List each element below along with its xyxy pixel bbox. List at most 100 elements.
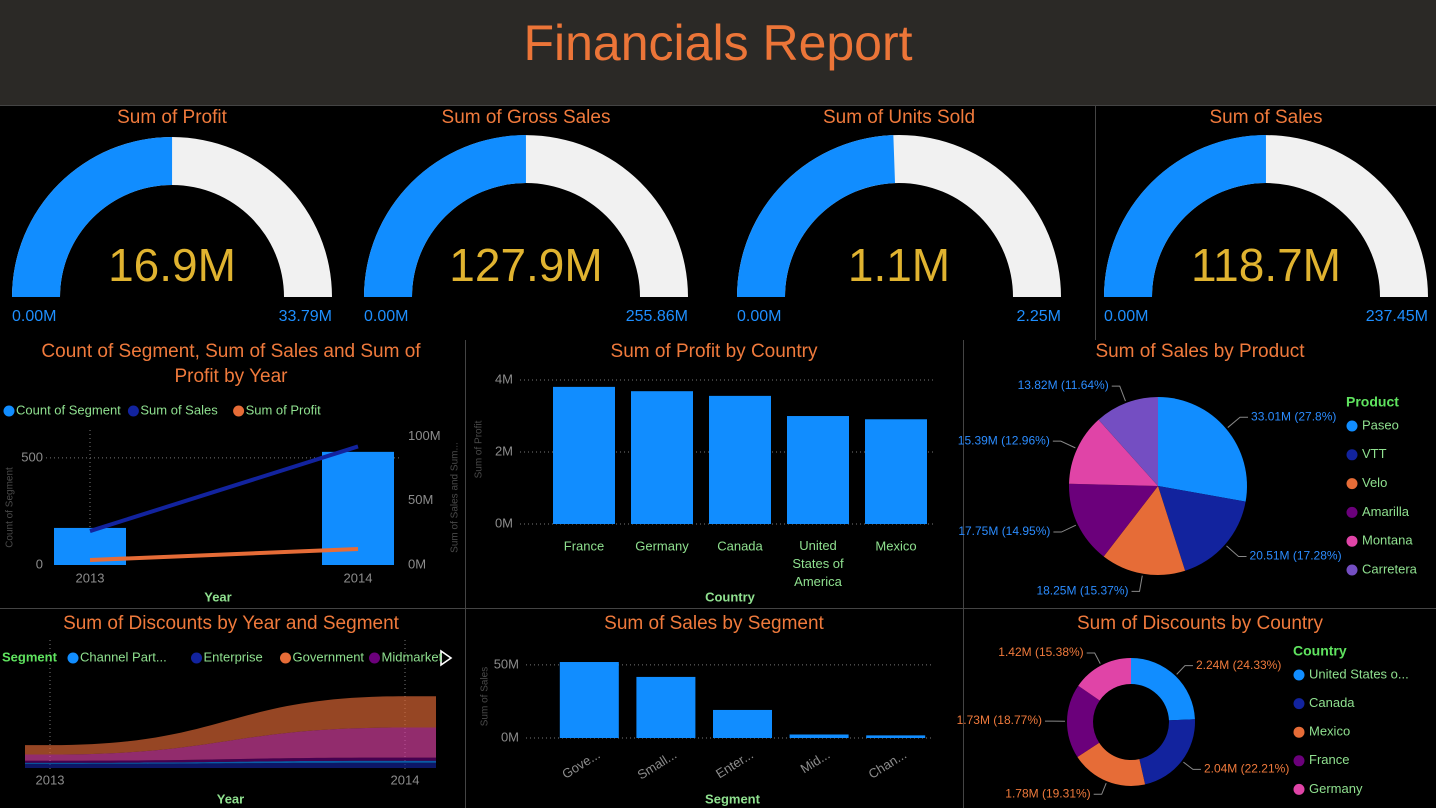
- legend-next-button[interactable]: [440, 649, 453, 667]
- gauge-fill: [12, 136, 173, 297]
- legend-marker: [1346, 478, 1358, 490]
- legend-label: United States o...: [1309, 666, 1409, 681]
- line: [89, 444, 359, 533]
- area: [25, 727, 436, 761]
- legend-marker: [1293, 669, 1305, 681]
- data-label: 17.75M (14.95%): [958, 524, 1050, 538]
- x-tick-label: Small...: [635, 747, 680, 783]
- chart-title: Sum of Sales by Product: [1095, 341, 1305, 362]
- gauge-fill: [737, 135, 896, 297]
- data-label: 13.82M (11.64%): [1018, 378, 1109, 392]
- y2-tick-label: 100M: [408, 428, 441, 443]
- legend-marker: [191, 652, 202, 664]
- chart-title: Sum of Profit: [117, 107, 228, 128]
- slice: [1069, 419, 1158, 486]
- legend-label: Count of Segment: [16, 402, 121, 417]
- bar: [559, 662, 619, 738]
- leader-line: [1053, 524, 1077, 533]
- leader-line: [1052, 440, 1076, 449]
- area: [25, 696, 436, 755]
- gauge-value: 127.9M: [449, 239, 602, 291]
- slice: [1098, 397, 1158, 486]
- legend-marker: [1293, 726, 1305, 738]
- legend-label: Germany: [1309, 781, 1363, 796]
- legend-label: VTT: [1362, 446, 1387, 461]
- y-axis-title: Count of Segment: [5, 467, 16, 548]
- leader-line: [1131, 575, 1143, 592]
- data-label: 15.39M (12.96%): [958, 433, 1050, 447]
- slice: [1078, 658, 1131, 701]
- legend-label: Sum of Sales: [140, 402, 218, 417]
- bar: [553, 386, 615, 524]
- gauge-value: 118.7M: [1191, 239, 1341, 291]
- legend-label: Enterprise: [204, 649, 263, 664]
- bar: [709, 395, 771, 524]
- legend-marker: [127, 405, 139, 417]
- legend-marker: [280, 652, 291, 664]
- y-tick-label: 0M: [501, 729, 519, 744]
- y-tick-label: 500: [21, 449, 43, 464]
- y-tick-label: 0: [36, 556, 43, 571]
- x-tick-label: Germany: [635, 538, 689, 553]
- legend-marker: [369, 652, 380, 664]
- data-label: 2.24M (24.33%): [1196, 658, 1281, 672]
- slice: [1077, 742, 1146, 786]
- chart-title: Sum of Sales: [1210, 107, 1323, 128]
- data-label: 1.73M (18.77%): [957, 713, 1042, 727]
- slice: [1158, 397, 1247, 502]
- legend-label: Paseo: [1362, 417, 1399, 432]
- slice: [1139, 719, 1195, 785]
- x-tick-label: Mexico: [875, 538, 916, 553]
- leader-line: [1226, 545, 1247, 557]
- bar: [865, 419, 927, 524]
- legend-marker: [1346, 564, 1358, 576]
- y-tick-label: 0M: [495, 515, 513, 530]
- y-tick-label: 2M: [495, 443, 513, 458]
- data-label: 20.51M (17.28%): [1250, 549, 1342, 563]
- y-axis-title: Sum of Profit: [474, 420, 485, 478]
- leader-line: [1176, 665, 1193, 675]
- leader-line: [1111, 385, 1126, 402]
- legend-marker: [1346, 506, 1358, 518]
- leader-line: [1086, 652, 1101, 664]
- x-axis-title: Year: [217, 791, 244, 806]
- header-bar: [0, 0, 1436, 105]
- gauge-tick-label: 0.00M: [1104, 308, 1148, 325]
- y2-tick-label: 0M: [408, 556, 426, 571]
- legend-marker: [1293, 783, 1305, 795]
- chart-title: Count of Segment, Sum of Sales and Sum o…: [41, 341, 421, 387]
- x-tick-label: United States of America: [792, 538, 844, 589]
- legend-title: Segment: [2, 649, 58, 664]
- legend-marker: [233, 405, 245, 417]
- y-axis-title: Sum of Sales: [480, 667, 491, 726]
- legend-label: Channel Part...: [80, 649, 167, 664]
- slice: [1067, 685, 1100, 757]
- gauge-tick-label: 255.86M: [626, 308, 688, 325]
- bar: [713, 709, 772, 738]
- legend-marker: [67, 652, 79, 664]
- bar: [322, 451, 394, 565]
- x-tick-label: Canada: [717, 538, 763, 553]
- line: [89, 547, 359, 562]
- x-tick-label: 2014: [344, 570, 373, 585]
- chart-title: Sum of Units Sold: [823, 107, 975, 128]
- legend-marker: [1293, 698, 1305, 710]
- area: [25, 757, 436, 763]
- gauge-fill: [1104, 135, 1266, 297]
- slice: [1131, 658, 1195, 721]
- legend-label: Montana: [1362, 533, 1413, 548]
- legend-label: Canada: [1309, 695, 1355, 710]
- gauge-tick-label: 33.79M: [279, 308, 332, 325]
- x-tick-label: 2013: [36, 772, 65, 787]
- legend-label: France: [1309, 752, 1349, 767]
- data-label: 1.78M (19.31%): [1005, 786, 1090, 800]
- x-tick-label: 2014: [391, 772, 420, 787]
- x-axis-title: Country: [705, 589, 756, 604]
- legend-marker: [1346, 420, 1358, 432]
- x-axis-title: Segment: [705, 791, 761, 806]
- leader-line: [1227, 416, 1249, 428]
- chart-title: Sum of Discounts by Year and Segment: [63, 613, 400, 634]
- data-label: 18.25M (15.37%): [1036, 584, 1128, 598]
